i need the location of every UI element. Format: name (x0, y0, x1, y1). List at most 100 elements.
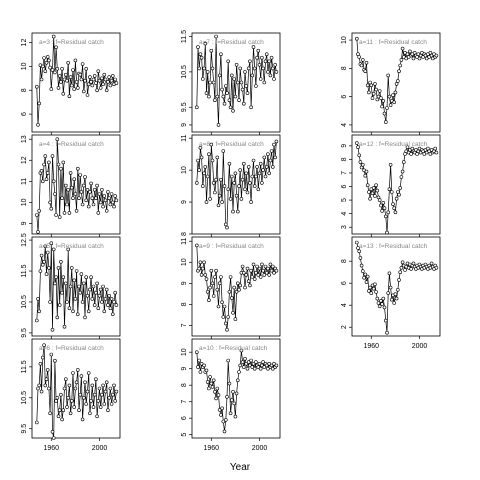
data-point (91, 405, 96, 409)
data-point (202, 171, 206, 176)
data-point (60, 290, 64, 295)
y-tick-label: 3 (341, 225, 348, 229)
y-tick-label: 9 (181, 367, 188, 371)
data-point (95, 88, 99, 93)
data-point (80, 202, 85, 207)
data-point (434, 265, 439, 270)
data-point (417, 56, 422, 61)
data-point (242, 365, 246, 369)
data-point (209, 48, 214, 53)
data-point (374, 290, 378, 294)
data-point (214, 177, 218, 182)
data-point (203, 273, 208, 277)
data-point (385, 330, 389, 335)
data-point (233, 317, 238, 321)
data-point (434, 150, 439, 155)
data-point (51, 34, 56, 39)
data-point (221, 419, 226, 424)
data-point (79, 77, 84, 82)
data-point (226, 187, 230, 192)
data-point (216, 393, 221, 397)
data-point (242, 270, 246, 275)
data-point (199, 273, 204, 277)
data-point (65, 405, 69, 409)
data-point (49, 206, 54, 211)
data-point (50, 154, 55, 158)
data-point (89, 275, 93, 280)
data-point (262, 365, 267, 369)
data-point (107, 196, 111, 200)
data-point (243, 70, 247, 74)
data-point (266, 152, 270, 156)
data-point (91, 77, 96, 82)
data-point (209, 142, 214, 147)
data-point (50, 429, 55, 434)
data-point (391, 93, 395, 97)
data-point (76, 312, 80, 317)
data-point (237, 184, 241, 188)
y-tick-label: 11 (181, 237, 188, 244)
data-point (387, 271, 392, 276)
data-point (252, 66, 257, 71)
data-point (245, 366, 250, 371)
data-point (94, 290, 98, 295)
data-point (64, 281, 68, 286)
data-point (365, 183, 370, 187)
data-point (202, 260, 206, 265)
data-point (201, 77, 205, 81)
data-point (380, 104, 384, 109)
data-point (201, 184, 205, 188)
data-point (222, 184, 227, 188)
y-tick-label: 9.5 (21, 424, 28, 434)
data-point (263, 59, 268, 64)
data-point (433, 146, 438, 151)
data-point (199, 55, 204, 60)
data-point (55, 67, 60, 71)
x-tick-label: 1960 (363, 343, 379, 350)
panel-7: 5 6 7 8 9 10 1960 2000 a=10 : f=Residual catch (181, 338, 281, 452)
x-axis-title: Year (230, 462, 251, 473)
data-point (70, 266, 74, 270)
data-point (264, 363, 269, 368)
data-point (268, 158, 273, 163)
data-point (434, 53, 439, 58)
data-point (230, 174, 234, 179)
y-tick-label: 6 (341, 184, 348, 188)
data-point (67, 94, 72, 98)
panel-label: a=10 : f=Residual catch (199, 345, 268, 352)
data-point (98, 200, 103, 205)
data-point (374, 87, 378, 92)
data-point (222, 429, 227, 434)
data-point (78, 72, 82, 77)
data-point (96, 211, 101, 215)
data-point (209, 268, 214, 273)
data-point (203, 41, 208, 46)
panel-frame (351, 134, 441, 235)
data-point (92, 303, 97, 307)
data-point (55, 395, 60, 400)
data-point (37, 209, 42, 213)
data-point (221, 149, 226, 153)
data-point (226, 315, 230, 319)
data-point (243, 285, 247, 290)
data-point (397, 69, 401, 73)
data-point (51, 436, 56, 440)
series-line (356, 143, 437, 233)
y-tick-label: 8 (181, 383, 188, 387)
data-point (236, 378, 240, 383)
data-point (48, 300, 52, 304)
data-point (42, 162, 46, 167)
data-point (66, 247, 70, 252)
data-point (234, 391, 239, 396)
data-point (53, 70, 57, 75)
data-point (381, 201, 386, 205)
data-point (205, 380, 210, 384)
data-point (85, 293, 90, 298)
data-point (250, 174, 255, 179)
data-point (248, 59, 252, 64)
data-point (42, 343, 46, 348)
data-point (233, 414, 238, 419)
data-point (261, 168, 265, 172)
data-point (204, 277, 209, 281)
data-point (114, 389, 119, 394)
